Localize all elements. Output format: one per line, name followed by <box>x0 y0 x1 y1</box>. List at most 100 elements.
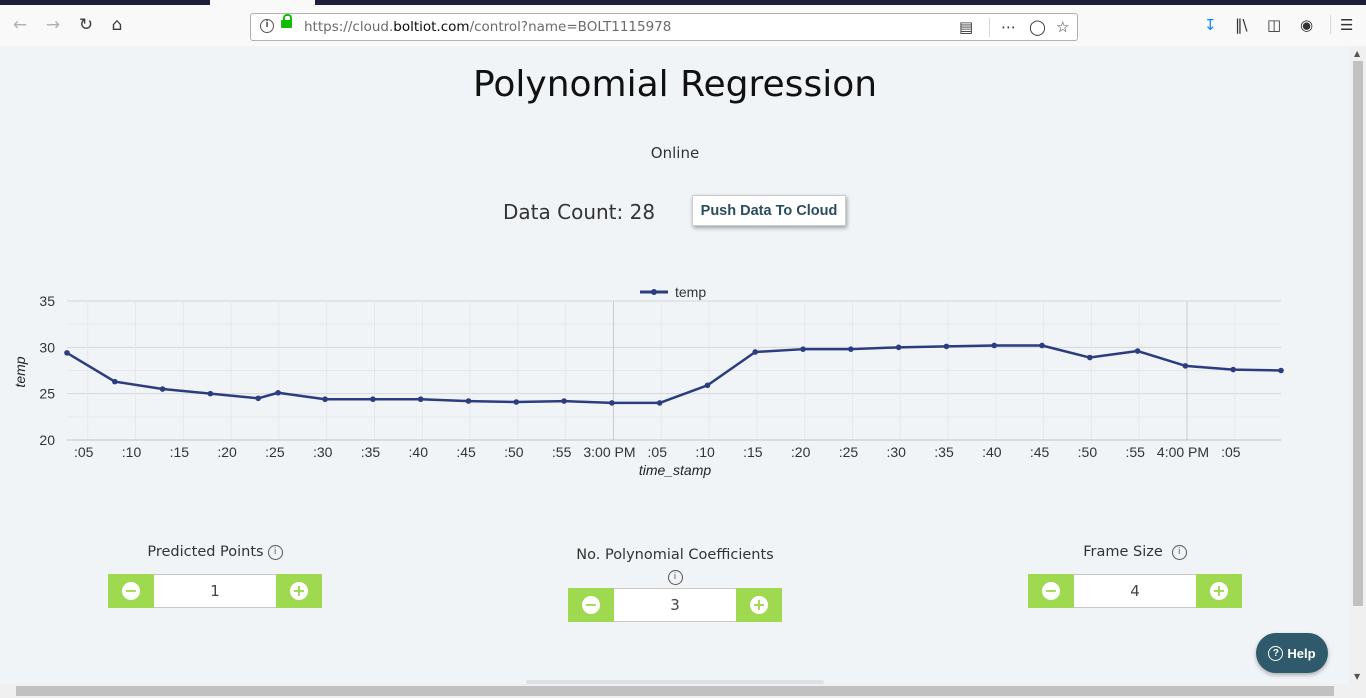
x-tick-label: :35 <box>934 444 954 460</box>
help-icon: ? <box>1268 645 1284 661</box>
data-point <box>465 398 472 404</box>
plus-icon: + <box>1210 582 1228 600</box>
scroll-thumb[interactable] <box>1353 61 1363 606</box>
pocket-icon[interactable]: ◯ <box>1029 18 1046 36</box>
frame-size-increment[interactable]: + <box>1196 574 1242 608</box>
x-tick-label: :25 <box>265 444 285 460</box>
x-tick-label: :05 <box>648 444 668 460</box>
temp-series-line <box>66 344 1282 405</box>
x-tick-label: :30 <box>313 444 333 460</box>
minus-icon: − <box>1042 582 1060 600</box>
data-point <box>609 400 615 406</box>
scroll-up-icon[interactable]: ▲ <box>1354 49 1361 58</box>
help-label: Help <box>1287 645 1316 661</box>
predicted-points-label: Predicted Points i <box>108 544 322 560</box>
data-point <box>207 390 214 397</box>
data-point <box>370 396 376 403</box>
reload-icon[interactable]: ↻ <box>78 15 94 35</box>
frame-size-decrement[interactable]: − <box>1028 574 1074 608</box>
minus-icon: − <box>582 596 600 614</box>
y-tick-label: 20 <box>39 432 55 448</box>
url-bar[interactable]: i https://cloud.boltiot.com/control?name… <box>250 13 1078 41</box>
hscroll-thumb[interactable] <box>16 686 1334 696</box>
data-point <box>561 398 567 404</box>
account-icon[interactable]: ◉ <box>1300 16 1314 34</box>
x-tick-label: :50 <box>504 444 524 460</box>
plus-icon: + <box>750 596 768 614</box>
data-point <box>322 396 328 403</box>
home-icon[interactable]: ⌂ <box>111 15 123 35</box>
vertical-scrollbar[interactable]: ▲ ▼ <box>1350 46 1366 684</box>
data-point <box>1039 342 1045 349</box>
data-point <box>1182 363 1189 369</box>
horizontal-scrollbar[interactable] <box>0 684 1366 698</box>
reader-view-icon[interactable]: ▤ <box>959 18 974 36</box>
legend-marker <box>651 289 657 295</box>
lock-icon[interactable] <box>281 14 292 28</box>
more-actions-icon[interactable]: ⋯ <box>1001 18 1016 36</box>
back-arrow-icon[interactable]: ← <box>12 15 28 35</box>
bookmark-star-icon[interactable]: ☆ <box>1056 18 1070 36</box>
info-icon[interactable]: i <box>1171 544 1187 560</box>
plus-icon: + <box>290 582 308 600</box>
predicted-points-text: Predicted Points <box>147 544 264 560</box>
x-tick-label: :15 <box>743 444 763 460</box>
poly-coeffs-text: No. Polynomial Coefficients <box>576 547 774 563</box>
data-point <box>704 382 711 389</box>
data-point <box>513 399 520 405</box>
predicted-points-decrement[interactable]: − <box>108 574 154 608</box>
x-tick-label: :45 <box>1030 444 1050 460</box>
data-point <box>656 400 663 406</box>
x-tick-label: :10 <box>122 444 142 460</box>
device-status: Online <box>650 144 700 162</box>
temp-line-chart: 20 25 30 35:05:10:15:20:25:30:35:40:45:50:5… <box>12 284 1284 478</box>
info-icon[interactable]: i <box>267 544 283 560</box>
frame-size-value[interactable]: 4 <box>1130 582 1140 600</box>
page-content: Polynomial Regression Online Data Count:… <box>0 46 1350 684</box>
x-tick-label: 4:00 PM <box>1157 444 1209 460</box>
data-point <box>1230 366 1237 373</box>
x-tick-label: :40 <box>982 444 1002 460</box>
y-axis-label: temp <box>12 356 28 387</box>
x-tick-label: :55 <box>552 444 572 460</box>
frame-size-text: Frame Size <box>1083 544 1163 560</box>
forward-arrow-icon[interactable]: → <box>45 15 61 35</box>
tab-strip <box>0 0 1366 5</box>
bottom-bar <box>526 680 824 684</box>
page-title: Polynomial Regression <box>472 64 878 105</box>
data-point <box>417 396 424 403</box>
frame-size-stepper: − 4 + <box>1028 574 1242 608</box>
x-tick-label: :40 <box>409 444 429 460</box>
poly-coeffs-increment[interactable]: + <box>736 588 782 622</box>
data-point <box>895 344 902 351</box>
active-tab[interactable] <box>210 0 315 5</box>
data-point <box>848 346 854 352</box>
browser-toolbar: ← → ↻ ⌂ i https://cloud.boltiot.com/cont… <box>0 5 1366 47</box>
menu-icon[interactable]: ☰ <box>1340 16 1354 34</box>
url-text[interactable]: https://cloud.boltiot.com/control?name=B… <box>304 19 672 35</box>
data-point <box>800 346 806 352</box>
sidebar-icon[interactable]: ◫ <box>1267 16 1282 34</box>
poly-coeffs-decrement[interactable]: − <box>568 588 614 622</box>
predicted-points-value[interactable]: 1 <box>210 582 220 600</box>
library-icon[interactable]: ‖\ <box>1235 16 1248 34</box>
poly-coeffs-label: No. Polynomial Coefficients i <box>568 544 782 588</box>
predicted-points-increment[interactable]: + <box>276 574 322 608</box>
x-tick-label: :20 <box>791 444 811 460</box>
help-button[interactable]: ? Help <box>1256 633 1328 673</box>
data-point <box>1087 354 1093 361</box>
x-tick-label: :05 <box>1221 444 1241 460</box>
info-icon[interactable]: i <box>260 19 274 33</box>
scroll-down-icon[interactable]: ▼ <box>1354 672 1361 681</box>
x-tick-label: :20 <box>217 444 237 460</box>
info-icon[interactable]: i <box>667 569 683 585</box>
x-tick-label: :05 <box>74 444 94 460</box>
data-point <box>64 350 70 356</box>
download-icon[interactable]: ↧ <box>1204 16 1217 34</box>
push-data-button[interactable]: Push Data To Cloud <box>692 195 846 226</box>
toolbar-divider <box>1330 15 1331 34</box>
data-point <box>275 389 281 396</box>
data-point <box>752 349 759 355</box>
data-point <box>991 342 998 349</box>
poly-coeffs-value[interactable]: 3 <box>670 596 680 614</box>
